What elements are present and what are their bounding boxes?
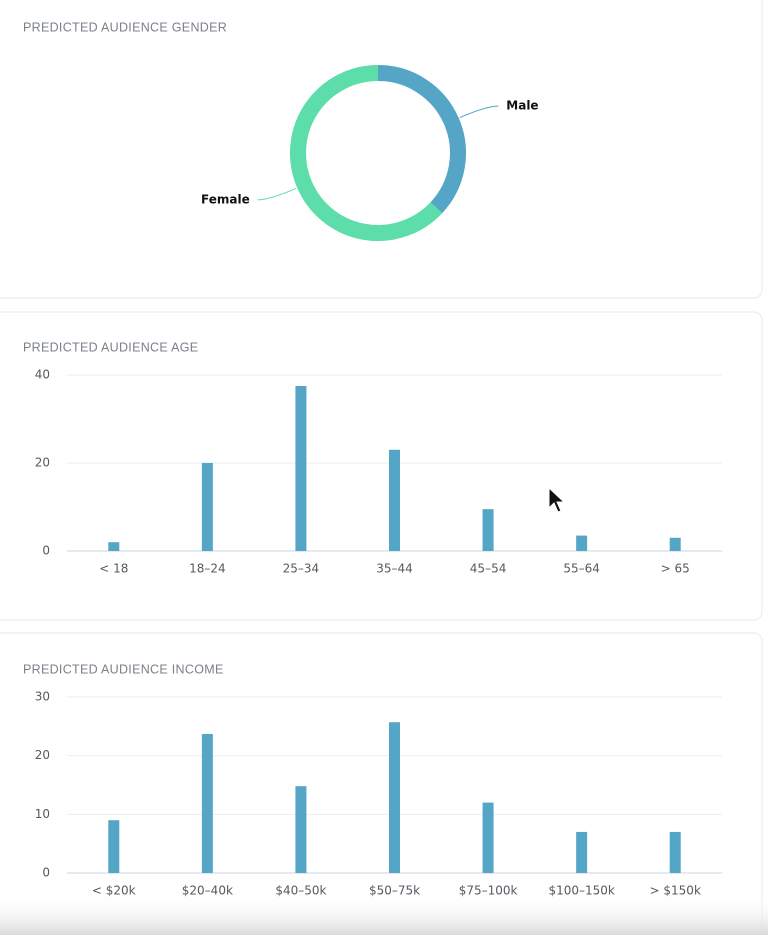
x-tick-label: > 65 [661, 562, 690, 576]
x-tick-label: 55–64 [563, 562, 600, 576]
y-tick-label: 40 [35, 368, 50, 382]
x-tick-label: > $150k [650, 884, 701, 898]
card-title: PREDICTED AUDIENCE AGE [23, 340, 198, 354]
card-title: PREDICTED AUDIENCE INCOME [23, 662, 224, 676]
card-title: PREDICTED AUDIENCE GENDER [23, 20, 227, 34]
bar [295, 786, 307, 873]
slice-label: Male [506, 99, 538, 113]
bar [482, 509, 494, 551]
x-tick-label: < $20k [92, 884, 136, 898]
x-tick-label: $100–150k [548, 884, 614, 898]
mouse-cursor [548, 486, 566, 513]
x-tick-label: < 18 [99, 562, 128, 576]
bar [295, 386, 307, 551]
slice-label: Female [201, 192, 250, 206]
donut-slice [290, 65, 443, 241]
x-tick-label: 35–44 [376, 562, 413, 576]
bar [482, 802, 494, 873]
y-tick-label: 30 [35, 690, 50, 704]
bar [389, 722, 400, 873]
x-tick-label: $40–50k [275, 884, 326, 898]
donut-slice [377, 65, 466, 214]
card [0, 311, 763, 621]
bar [669, 831, 681, 873]
card [0, 632, 763, 935]
x-tick-label: $50–75k [369, 884, 420, 898]
bar [576, 535, 588, 551]
y-tick-label: 10 [35, 807, 50, 821]
bar [201, 733, 213, 873]
bar [108, 542, 120, 551]
x-tick-label: 18–24 [189, 562, 226, 576]
y-tick-label: 20 [35, 748, 50, 762]
x-tick-label: $20–40k [182, 884, 233, 898]
x-tick-label: $75–100k [459, 884, 518, 898]
leader-line [459, 105, 499, 119]
x-tick-label: 45–54 [470, 562, 507, 576]
leader-line [257, 187, 297, 201]
y-tick-label: 20 [35, 456, 50, 470]
bar [389, 449, 400, 551]
bar [201, 463, 213, 551]
bar [576, 831, 588, 873]
bottom-fade [0, 895, 768, 935]
charts: PREDICTED AUDIENCE GENDER Male Female PREDI… [23, 20, 722, 898]
y-tick-label: 0 [42, 866, 50, 880]
x-tick-label: 25–34 [283, 562, 320, 576]
bar [108, 820, 120, 873]
bar [669, 537, 681, 551]
card [0, 0, 763, 299]
y-tick-label: 0 [42, 544, 50, 558]
